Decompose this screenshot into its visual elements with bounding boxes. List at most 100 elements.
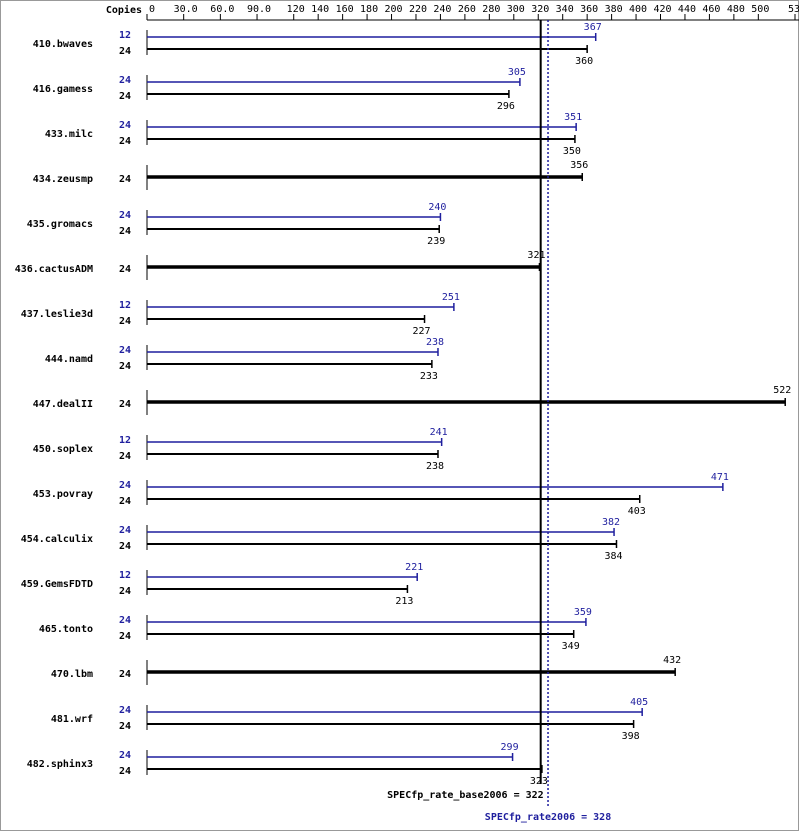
benchmark-label: 450.soplex	[33, 444, 93, 455]
x-tick-label: 530	[788, 4, 799, 15]
x-tick-label: 180	[360, 4, 378, 15]
value-label: 227	[413, 326, 431, 337]
value-label: 321	[527, 250, 545, 261]
x-tick-label: 200	[384, 4, 402, 15]
value-label: 356	[570, 160, 588, 171]
benchmark-label: 416.gamess	[33, 84, 93, 95]
benchmark-label: 447.dealII	[33, 399, 93, 410]
x-tick-label: 500	[751, 4, 769, 15]
x-tick-label: 440	[678, 4, 696, 15]
copies: 24	[119, 615, 131, 626]
value-label: 296	[497, 101, 515, 112]
reference-label: SPECfp_rate2006 = 328	[485, 812, 611, 823]
x-tick-label: 340	[556, 4, 574, 15]
copies: 24	[119, 750, 131, 761]
x-tick-label: 160	[336, 4, 354, 15]
value-label: 251	[442, 292, 460, 303]
copies: 24	[119, 345, 131, 356]
copies: 24	[119, 721, 131, 732]
copies: 24	[119, 361, 131, 372]
x-tick-label: 280	[482, 4, 500, 15]
copies: 24	[119, 226, 131, 237]
x-tick-label: 480	[727, 4, 745, 15]
x-tick-label: 90.0	[247, 4, 271, 15]
value-label: 240	[428, 202, 446, 213]
x-tick-label: 60.0	[210, 4, 234, 15]
copies: 24	[119, 75, 131, 86]
copies: 24	[119, 399, 131, 410]
value-label: 239	[427, 236, 445, 247]
x-tick-label: 360	[580, 4, 598, 15]
benchmark-label: 470.lbm	[51, 669, 93, 680]
copies: 24	[119, 136, 131, 147]
benchmark-label: 435.gromacs	[27, 219, 93, 230]
value-label: 360	[575, 56, 593, 67]
copies: 12	[119, 30, 131, 41]
copies: 24	[119, 91, 131, 102]
copies: 12	[119, 435, 131, 446]
copies: 24	[119, 766, 131, 777]
value-label: 238	[426, 337, 444, 348]
benchmark-label: 433.milc	[45, 128, 93, 140]
value-label: 403	[628, 506, 646, 517]
x-tick-label: 30.0	[174, 4, 198, 15]
x-tick-label: 420	[653, 4, 671, 15]
benchmark-label: 453.povray	[33, 489, 93, 500]
x-tick-label: 140	[311, 4, 329, 15]
copies: 24	[119, 669, 131, 680]
x-tick-label: 400	[629, 4, 647, 15]
value-label: 382	[602, 517, 620, 528]
copies: 24	[119, 496, 131, 507]
benchmark-label: 459.GemsFDTD	[21, 579, 93, 590]
benchmark-label: 454.calculix	[21, 533, 93, 545]
x-tick-label: 120	[287, 4, 305, 15]
copies: 24	[119, 586, 131, 597]
x-tick-label: 460	[702, 4, 720, 15]
x-tick-label: 220	[409, 4, 427, 15]
value-label: 350	[563, 146, 581, 157]
value-label: 213	[395, 596, 413, 607]
copies: 12	[119, 300, 131, 311]
value-label: 471	[711, 472, 729, 483]
value-label: 349	[562, 641, 580, 652]
copies: 24	[119, 480, 131, 491]
value-label: 241	[430, 427, 448, 438]
x-tick-label: 260	[458, 4, 476, 15]
benchmark-label: 481.wrf	[51, 714, 93, 725]
value-label: 432	[663, 655, 681, 666]
value-label: 522	[773, 385, 791, 396]
value-label: 398	[622, 731, 640, 742]
reference-label: SPECfp_rate_base2006 = 322	[387, 790, 544, 801]
value-label: 367	[584, 22, 602, 33]
benchmark-label: 465.tonto	[39, 624, 93, 635]
value-label: 405	[630, 697, 648, 708]
benchmark-label: 482.sphinx3	[27, 758, 93, 770]
value-label: 238	[426, 461, 444, 472]
value-label: 359	[574, 607, 592, 618]
value-label: 233	[420, 371, 438, 382]
x-tick-label: 380	[605, 4, 623, 15]
value-label: 221	[405, 562, 423, 573]
copies: 24	[119, 451, 131, 462]
copies: 24	[119, 541, 131, 552]
x-tick-label: 240	[433, 4, 451, 15]
copies: 24	[119, 705, 131, 716]
value-label: 305	[508, 67, 526, 78]
copies: 12	[119, 570, 131, 581]
value-label: 384	[604, 551, 622, 562]
benchmark-label: 444.namd	[45, 354, 93, 365]
benchmark-label: 436.cactusADM	[15, 264, 93, 275]
copies: 24	[119, 631, 131, 642]
copies: 24	[119, 316, 131, 327]
copies-header: Copies	[106, 4, 142, 16]
copies: 24	[119, 174, 131, 185]
x-tick-label: 0	[149, 4, 155, 15]
x-tick-label: 320	[531, 4, 549, 15]
copies: 24	[119, 264, 131, 275]
value-label: 299	[501, 742, 519, 753]
value-label: 323	[530, 776, 548, 787]
benchmark-label: 410.bwaves	[33, 39, 93, 50]
benchmark-label: 437.leslie3d	[21, 308, 93, 320]
x-tick-label: 300	[507, 4, 525, 15]
